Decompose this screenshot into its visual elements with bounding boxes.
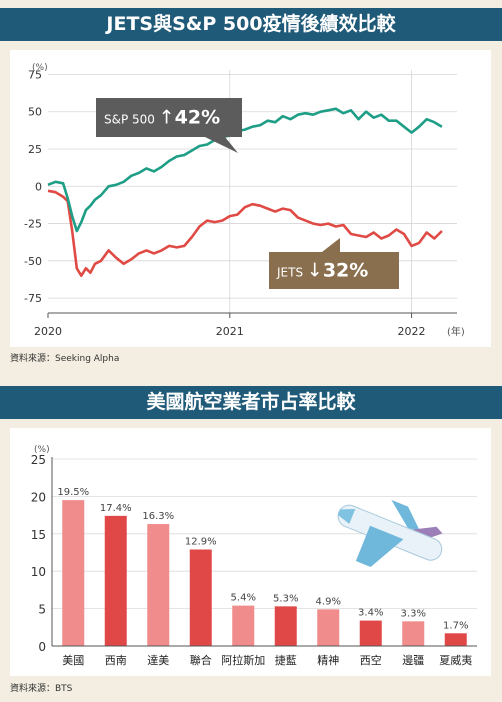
- bar: [189, 549, 212, 646]
- airplane-nose: [337, 508, 356, 524]
- x-unit-label: (年): [447, 325, 465, 338]
- airplane-wing: [355, 525, 404, 567]
- category-label: 達美: [147, 654, 169, 667]
- market-share-bar-chart: (%)25 20 15 10 5 0 19.5% 美國 17.4% 西南 16.3% 達美 12.9% 聯…: [31, 445, 477, 667]
- y-tick-label: 25: [31, 453, 46, 467]
- jets-callout-label: JETS ↓32%: [276, 260, 368, 282]
- category-label: 邊疆: [402, 653, 424, 667]
- jets-callout-change: 32%: [323, 260, 368, 282]
- category-label: 捷藍: [275, 653, 297, 667]
- jets-callout-arrow: ↓: [307, 260, 323, 282]
- y-tick-label: 0: [38, 640, 46, 654]
- bar: [274, 606, 297, 646]
- bar: [104, 515, 127, 646]
- bar: [402, 621, 425, 646]
- y-tick-label: 20: [31, 490, 46, 504]
- category-label: 西空: [360, 653, 382, 667]
- category-label: 夏威夷: [439, 654, 472, 667]
- performance-line-chart: (%)75 50 25 0 -25 -50 -75 2020 2021 2022 (年) S&P 50…: [24, 63, 465, 338]
- bar: [232, 605, 255, 646]
- bar-value-label: 16.3%: [142, 511, 174, 522]
- bar-value-label: 1.7%: [443, 620, 468, 631]
- y-tick-label: -50: [24, 255, 42, 268]
- y-tick-label: -75: [24, 292, 42, 305]
- jets-callout-name: JETS: [276, 266, 307, 280]
- y-tick-label: 5: [38, 603, 46, 617]
- bar: [359, 620, 382, 646]
- sp500-callout-box: [96, 98, 242, 137]
- bar-value-label: 12.9%: [185, 537, 217, 548]
- category-label: 阿拉斯加: [221, 653, 265, 667]
- y-tick-label: -25: [24, 218, 42, 231]
- x-tick-label: 2021: [216, 325, 244, 338]
- sp500-callout-tail: [205, 137, 238, 153]
- airplane-icon: [337, 499, 443, 567]
- y-tick-label: 0: [35, 180, 42, 193]
- y-tick-label: 75: [28, 68, 42, 81]
- y-tick-label: 15: [31, 528, 46, 542]
- market-share-chart-title: 美國航空業者市占率比較: [0, 386, 502, 419]
- bar-value-label: 17.4%: [100, 503, 132, 514]
- y-unit-label: (%): [34, 445, 50, 455]
- airplane-tail-wing: [391, 499, 420, 531]
- bar-value-label: 19.5%: [57, 487, 89, 498]
- jets-series-line: [47, 189, 443, 277]
- y-tick-label: 10: [31, 565, 46, 579]
- bar: [317, 609, 340, 646]
- category-label: 西南: [105, 654, 127, 667]
- performance-chart-source: 資料來源：Seeking Alpha: [10, 354, 120, 364]
- sp500-callout-arrow: ↑: [159, 107, 175, 129]
- sp500-callout-name: S&P 500: [104, 113, 159, 127]
- sp500-callout-change: 42%: [175, 107, 220, 129]
- bar-value-label: 5.3%: [273, 593, 298, 604]
- bar: [147, 524, 170, 646]
- x-tick-label: 2020: [34, 325, 62, 338]
- y-tick-label: 25: [28, 143, 42, 156]
- bar-value-label: 3.4%: [358, 608, 383, 619]
- bar-value-label: 3.3%: [401, 608, 426, 619]
- performance-chart-title: JETS與S&P 500疫情後績效比較: [0, 8, 502, 41]
- category-label: 聯合: [190, 653, 212, 667]
- y-unit-label: (%): [32, 63, 48, 73]
- sp500-callout-label: S&P 500 ↑42%: [104, 107, 220, 129]
- x-tick-label: 2022: [398, 325, 426, 338]
- category-label: 美國: [62, 654, 84, 667]
- market-share-chart-source: 資料來源：BTS: [10, 684, 73, 694]
- jets-callout-tail: [322, 238, 340, 252]
- performance-chart-panel: (%) 75 50 25 0 -25 -50 -75 2020 2021 2022 (年) S&P 50…: [10, 50, 491, 347]
- bar: [444, 633, 467, 646]
- market-share-chart-panel: (%) 25 20 15 10 5 0 19.5% 美國 17.4% 西南 16.3% 達美 12.9% 聯…: [10, 428, 491, 676]
- jets-callout-box: [269, 252, 399, 289]
- bar-value-label: 5.4%: [231, 593, 256, 604]
- bar: [62, 500, 85, 646]
- bar-value-label: 4.9%: [316, 596, 341, 607]
- y-tick-label: 50: [28, 106, 42, 119]
- category-label: 精神: [317, 653, 339, 667]
